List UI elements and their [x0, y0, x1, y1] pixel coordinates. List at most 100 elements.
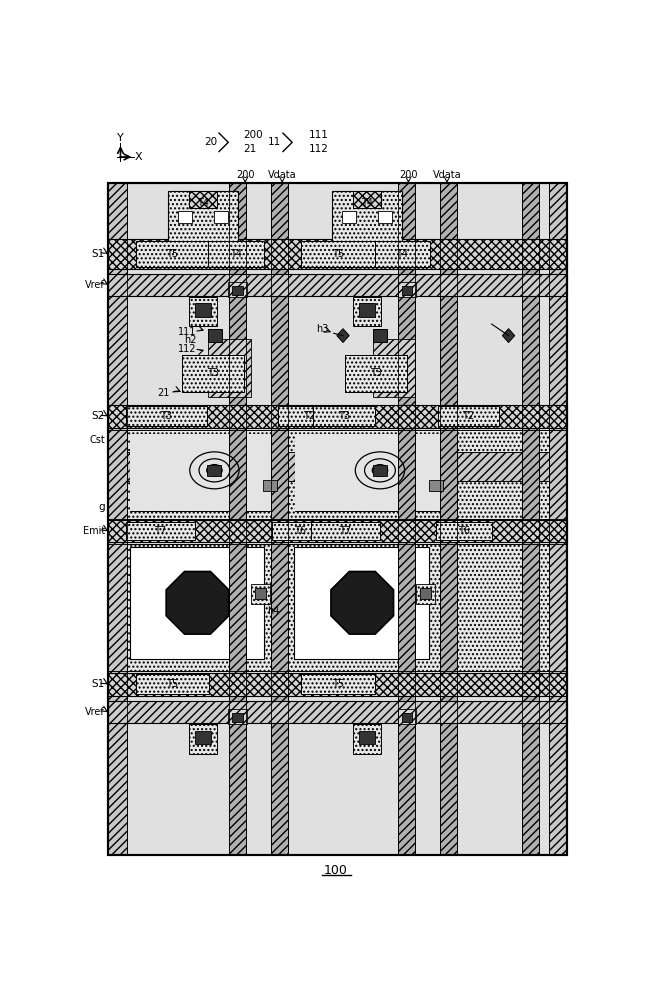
Text: S1: S1 — [92, 679, 105, 689]
Bar — [345, 355, 407, 392]
Text: T6: T6 — [458, 526, 470, 536]
Bar — [108, 405, 567, 428]
Bar — [373, 465, 387, 476]
Bar — [168, 191, 238, 243]
Text: S2: S2 — [92, 411, 105, 421]
Bar — [208, 465, 221, 476]
Text: 111: 111 — [309, 130, 328, 140]
Text: Emit: Emit — [83, 526, 105, 536]
Bar — [342, 211, 356, 223]
Bar — [182, 355, 244, 392]
Bar — [295, 434, 449, 511]
Text: T3: T3 — [370, 368, 382, 378]
Polygon shape — [337, 329, 349, 343]
Bar — [271, 183, 288, 855]
Polygon shape — [166, 571, 229, 634]
Bar — [398, 183, 415, 855]
Bar — [229, 282, 247, 297]
Text: 112: 112 — [309, 144, 328, 154]
Bar — [521, 183, 538, 855]
Bar — [108, 183, 567, 855]
Bar — [271, 544, 288, 671]
Text: h2: h2 — [184, 335, 196, 345]
Bar — [252, 584, 270, 604]
Bar — [378, 211, 392, 223]
Bar — [229, 544, 246, 671]
Text: Vdata: Vdata — [268, 170, 297, 180]
Bar — [108, 183, 321, 855]
Text: T3: T3 — [370, 368, 382, 378]
Bar — [549, 183, 567, 855]
Bar — [373, 329, 387, 342]
Text: T5: T5 — [166, 249, 178, 259]
Bar — [398, 709, 416, 724]
Bar — [373, 339, 415, 397]
Text: 111: 111 — [178, 327, 196, 337]
Bar — [301, 674, 375, 694]
Bar — [108, 183, 567, 855]
Bar — [549, 430, 567, 519]
Bar — [271, 183, 288, 855]
Bar — [130, 434, 284, 511]
Text: 21: 21 — [244, 144, 257, 154]
Text: g: g — [98, 502, 105, 512]
Text: 100: 100 — [324, 864, 348, 877]
Bar — [178, 211, 192, 223]
Text: T4: T4 — [197, 198, 209, 208]
Text: T2: T2 — [303, 411, 315, 421]
Bar — [108, 239, 567, 269]
Bar — [345, 355, 407, 392]
Bar — [130, 547, 265, 659]
Bar — [549, 544, 567, 671]
Bar — [108, 544, 567, 671]
Bar — [136, 674, 209, 694]
Bar — [195, 303, 210, 317]
Bar — [521, 183, 538, 855]
Bar — [130, 434, 284, 511]
Text: Y: Y — [117, 133, 124, 143]
Bar — [313, 406, 375, 426]
Bar — [108, 274, 567, 296]
Text: T5: T5 — [331, 679, 344, 689]
Bar — [398, 544, 415, 671]
Text: S1: S1 — [92, 249, 105, 259]
Bar — [229, 183, 246, 855]
Bar — [108, 183, 126, 855]
Text: X: X — [135, 152, 143, 162]
Bar — [375, 241, 430, 267]
Bar — [440, 183, 457, 855]
Bar — [440, 544, 457, 671]
Bar — [232, 286, 243, 295]
Text: Vdata: Vdata — [433, 170, 461, 180]
Text: Cst: Cst — [89, 435, 105, 445]
Bar — [416, 584, 435, 604]
Text: T7: T7 — [339, 526, 351, 536]
Bar — [108, 452, 567, 481]
Bar — [136, 241, 209, 267]
Text: T5: T5 — [166, 679, 178, 689]
Bar — [353, 724, 381, 754]
Bar — [272, 522, 328, 540]
Text: h4: h4 — [267, 606, 279, 616]
Text: 200: 200 — [244, 130, 263, 140]
Text: T4: T4 — [230, 249, 242, 259]
Bar — [359, 303, 375, 317]
Bar — [440, 183, 457, 855]
Text: T4: T4 — [361, 198, 373, 208]
Bar — [549, 183, 567, 855]
Bar — [402, 713, 412, 722]
Text: T3: T3 — [160, 411, 172, 421]
Bar — [429, 480, 443, 491]
Text: T2: T2 — [462, 411, 475, 421]
Bar — [229, 183, 246, 855]
Text: 21: 21 — [157, 388, 170, 398]
Bar — [108, 544, 126, 671]
Bar — [208, 241, 264, 267]
Bar — [310, 522, 380, 540]
Bar — [521, 430, 538, 519]
Bar — [229, 709, 247, 724]
Bar — [108, 701, 567, 723]
Bar — [108, 520, 567, 542]
Text: Vref: Vref — [85, 280, 105, 290]
Bar — [398, 183, 415, 855]
